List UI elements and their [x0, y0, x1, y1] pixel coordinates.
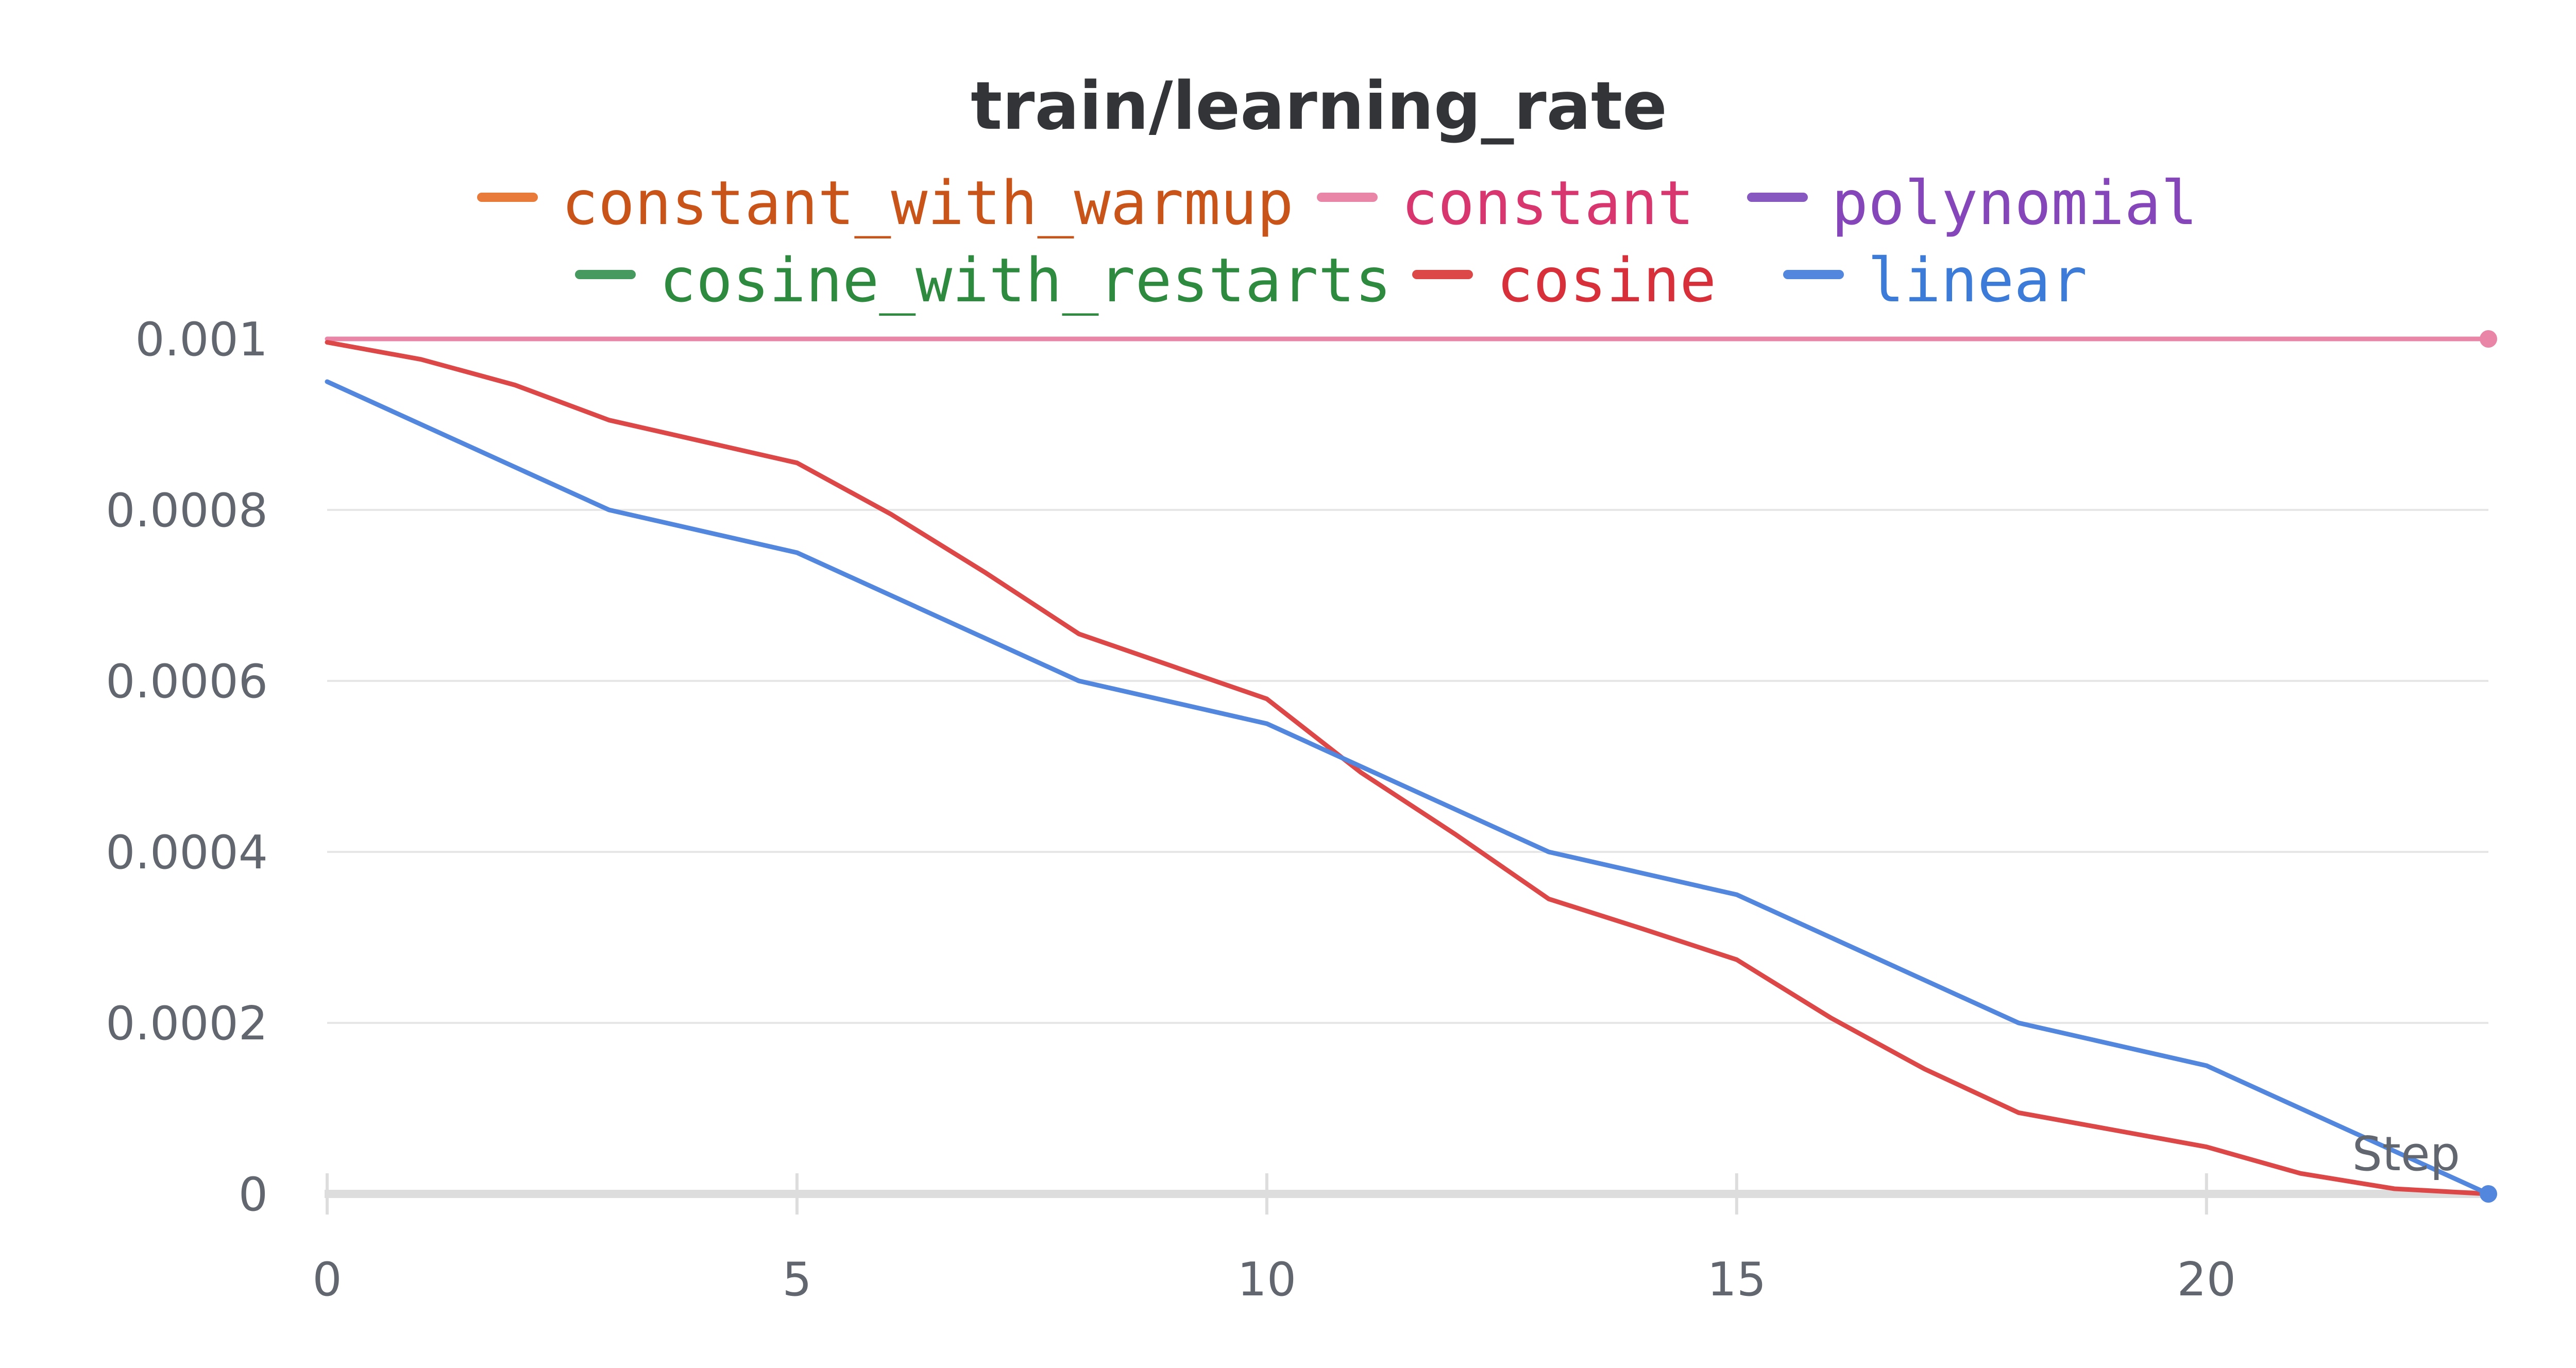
series-layer	[325, 330, 2497, 1203]
grid-lines	[327, 338, 2488, 1024]
series-end-marker-constant	[2480, 330, 2497, 348]
series-line-linear[interactable]	[325, 379, 2491, 1196]
x-axis: 0 5 10 15 20	[312, 1173, 2488, 1307]
legend-item-linear[interactable]: linear	[1783, 245, 2087, 316]
legend-item-constant-with-warmup[interactable]: constant_with_warmup	[477, 167, 1294, 238]
series-end-marker-linear	[2480, 1185, 2497, 1203]
chart-title: train/learning_rate	[971, 68, 1667, 145]
y-tick-label: 0.0008	[106, 484, 268, 538]
y-tick-label: 0.0002	[106, 997, 268, 1051]
legend-item-constant[interactable]: constant	[1317, 167, 1694, 238]
legend-label: constant	[1401, 167, 1694, 238]
y-tick-label: 0.0004	[106, 826, 268, 880]
series-line-cosine[interactable]	[325, 340, 2491, 1196]
x-tick-label: 15	[1707, 1253, 1767, 1307]
legend-label: polynomial	[1832, 167, 2197, 238]
y-tick-label: 0.001	[135, 313, 268, 367]
x-tick-label: 20	[2177, 1253, 2236, 1307]
x-axis-label: Step	[2352, 1126, 2460, 1182]
legend-item-cosine-with-restarts[interactable]: cosine_with_restarts	[575, 245, 1392, 316]
legend: constant_with_warmup constant polynomial co…	[477, 167, 2197, 316]
y-tick-label: 0.0006	[106, 655, 268, 709]
legend-label: cosine_with_restarts	[659, 245, 1392, 316]
legend-label: constant_with_warmup	[562, 167, 1294, 238]
x-tick-label: 0	[312, 1253, 342, 1307]
legend-label: linear	[1868, 245, 2087, 316]
legend-item-polynomial[interactable]: polynomial	[1747, 167, 2197, 238]
x-tick-label: 10	[1238, 1253, 1297, 1307]
legend-item-cosine[interactable]: cosine	[1412, 245, 1716, 316]
x-tick-label: 5	[782, 1253, 811, 1307]
legend-label: cosine	[1497, 245, 1716, 316]
y-axis: 0 0.0002 0.0004 0.0006 0.0008 0.001	[106, 313, 268, 1222]
y-tick-label: 0	[239, 1168, 268, 1222]
